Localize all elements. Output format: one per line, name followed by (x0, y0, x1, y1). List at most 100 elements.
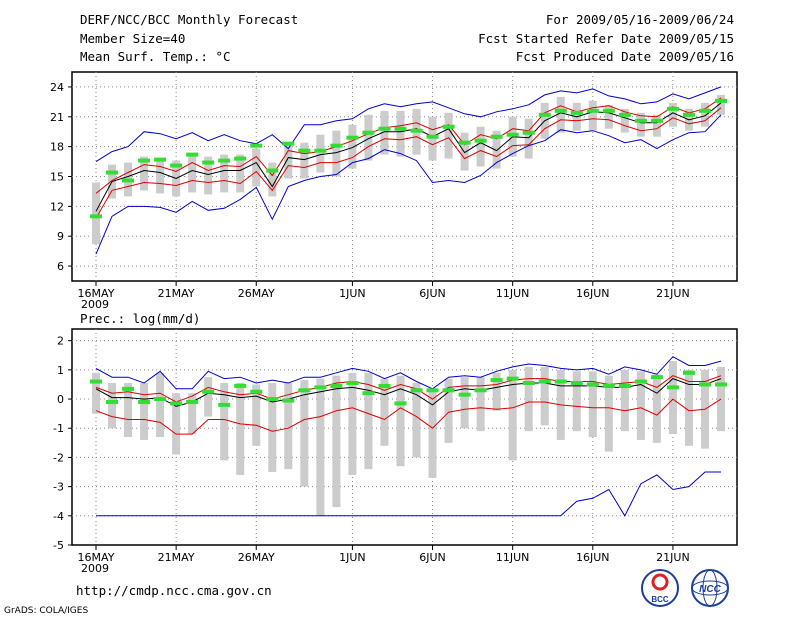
prec-obs-0 (90, 379, 102, 384)
temp-xtick-label-1: 21MAY (158, 287, 195, 300)
prec-ytick-label-7: 2 (57, 335, 64, 348)
prec-ytick-label-0: -5 (53, 539, 64, 552)
prec-box-35 (652, 374, 661, 443)
prec-box-11 (268, 383, 277, 473)
bcc-logo-text: BCC (651, 595, 669, 604)
prec-obs-19 (394, 401, 407, 406)
prec-obs-35 (650, 375, 663, 380)
prec-xtick-label-7: 21JUN (656, 551, 690, 564)
prec-xtick-label-6: 16JUN (576, 551, 610, 564)
temp-xtick-label-5: 11JUN (496, 287, 530, 300)
prec-box-30 (572, 371, 581, 432)
prec-ytick-label-1: -4 (53, 510, 64, 523)
prec-box-28 (540, 366, 549, 426)
prec-line-min (96, 471, 721, 517)
prec-obs-9 (234, 383, 247, 388)
prec-box-27 (524, 366, 533, 432)
prec-obs-7 (202, 389, 215, 394)
prec-obs-4 (154, 397, 167, 402)
bcc-logo: BCC (641, 569, 679, 607)
temp-obs-18 (378, 126, 391, 131)
temp-box-35 (652, 114, 661, 137)
temp-obs-3 (138, 158, 151, 163)
temp-year-label: 2009 (81, 298, 109, 311)
prec-obs-23 (458, 392, 471, 397)
prec-obs-37 (682, 370, 695, 375)
temp-obs-28 (538, 112, 551, 117)
produced-date: Fcst Produced Date 2009/05/16 (515, 49, 734, 64)
prec-obs-6 (186, 399, 199, 404)
temp-obs-20 (410, 128, 423, 133)
precip-panel-title: Prec.: log(mm/d) (80, 311, 201, 326)
prec-box-3 (140, 383, 149, 440)
prec-line-lower (95, 398, 722, 435)
prec-obs-31 (586, 382, 599, 387)
prec-obs-12 (282, 398, 295, 403)
temp-obs-9 (234, 156, 247, 161)
temp-box-10 (252, 148, 261, 187)
prec-obs-28 (538, 379, 551, 384)
temp-xtick-label-6: 16JUN (576, 287, 610, 300)
variable-label: Mean Surf. Temp.: °C (80, 49, 231, 64)
prec-obs-10 (250, 389, 263, 394)
prec-obs-3 (138, 399, 151, 404)
prec-obs-11 (266, 397, 279, 402)
temp-obs-12 (282, 141, 295, 146)
prec-box-5 (172, 393, 181, 455)
prec-obs-33 (618, 383, 631, 388)
prec-line-upper (95, 375, 722, 403)
prec-box-17 (364, 372, 373, 470)
prec-obs-13 (298, 388, 311, 393)
temp-obs-8 (218, 158, 231, 163)
temp-line-max (95, 86, 722, 163)
temp-box-25 (492, 130, 501, 169)
prec-obs-34 (634, 379, 647, 384)
temp-box-19 (396, 110, 405, 157)
prec-box-26 (508, 369, 517, 461)
prec-obs-29 (554, 379, 567, 384)
temp-box-31 (588, 100, 597, 131)
prec-box-25 (492, 372, 501, 411)
temp-line-mean (95, 102, 722, 212)
temp-obs-27 (522, 130, 535, 135)
temp-obs-15 (330, 143, 343, 148)
ncc-logo-text: NCC (699, 584, 721, 595)
prec-obs-30 (570, 381, 583, 385)
prec-obs-27 (522, 381, 535, 385)
temp-box-38 (700, 102, 709, 127)
source-url[interactable]: http://cmdp.ncc.cma.gov.cn (76, 583, 272, 598)
prec-box-18 (380, 378, 389, 446)
prec-box-1 (108, 383, 117, 429)
temp-line-min (95, 114, 722, 255)
prec-ytick-label-4: -1 (53, 422, 64, 435)
temp-line-upper (95, 97, 722, 194)
temp-obs-10 (250, 143, 263, 148)
started-date: Fcst Started Refer Date 2009/05/15 (478, 31, 734, 46)
prec-obs-26 (506, 376, 519, 381)
prec-obs-21 (426, 388, 439, 393)
prec-box-6 (188, 393, 197, 435)
prec-box-22 (444, 378, 453, 443)
temp-obs-25 (490, 134, 503, 139)
temp-xtick-label-2: 26MAY (238, 287, 275, 300)
prec-box-23 (460, 377, 469, 429)
temp-box-15 (332, 130, 341, 177)
temp-obs-2 (122, 178, 135, 183)
prec-box-32 (604, 375, 613, 452)
prec-line-mean (95, 378, 722, 407)
ncc-logo: NCC (691, 569, 729, 607)
prec-obs-15 (330, 383, 343, 388)
prec-box-21 (428, 388, 437, 478)
prec-obs-36 (666, 385, 679, 390)
prec-year-label: 2009 (81, 562, 109, 575)
prec-obs-16 (346, 381, 359, 385)
temp-obs-38 (698, 108, 711, 113)
prec-obs-20 (410, 388, 423, 393)
temp-box-12 (284, 142, 293, 179)
temp-ytick-label-0: 6 (57, 260, 64, 273)
temp-box-32 (604, 104, 613, 129)
prec-box-12 (284, 383, 293, 470)
temp-box-14 (316, 134, 325, 173)
prec-xtick-label-1: 21MAY (158, 551, 195, 564)
temp-ytick-label-5: 21 (50, 111, 64, 124)
